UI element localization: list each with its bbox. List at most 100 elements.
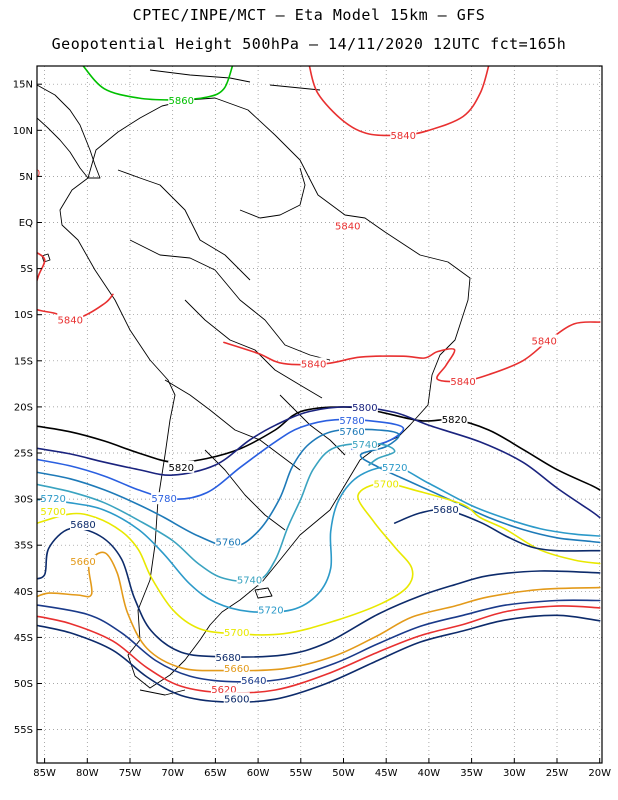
contour-label-bg <box>70 517 97 530</box>
contour-label-bg <box>441 412 468 425</box>
border-line <box>139 689 186 696</box>
plot-frame <box>36 65 603 764</box>
lat-tick-label: 20S <box>14 402 33 413</box>
contour-label-5840: 5840 <box>15 169 40 180</box>
lat-tick-label: EQ <box>19 218 33 229</box>
contour-label-5840: 5840 <box>450 377 475 388</box>
contour-label-bg <box>223 661 250 674</box>
border-line <box>117 169 251 281</box>
contour-5640 <box>37 599 601 683</box>
contour-label-bg <box>215 650 242 663</box>
border-line <box>129 239 331 361</box>
border-line <box>269 84 321 91</box>
contour-label-5600: 5600 <box>224 694 249 705</box>
contour-5620 <box>37 605 601 694</box>
lat-tick-label: 10N <box>13 126 33 137</box>
contour-label-bg <box>390 128 417 141</box>
contour-label-5640: 5640 <box>241 676 266 687</box>
contour-label-5660: 5660 <box>224 664 249 675</box>
lon-tick-label: 40W <box>418 768 441 779</box>
border-line <box>37 84 101 179</box>
contour-label-5840: 5840 <box>531 337 556 348</box>
contour-label-bg <box>236 573 263 586</box>
border-line <box>254 587 273 599</box>
contour-label-bg <box>223 625 250 638</box>
border-line <box>184 299 323 399</box>
lat-tick-label: 30S <box>14 495 33 506</box>
contour-label-5760: 5760 <box>339 427 364 438</box>
contour-label-5680: 5680 <box>70 520 95 531</box>
chart-title-line1: CPTEC/INPE/MCT – Eta Model 15km – GFS <box>132 6 486 24</box>
lat-tick-label: 5N <box>19 172 33 183</box>
contour-label-5840: 5840 <box>57 315 82 326</box>
contour-5720 <box>37 465 601 614</box>
contour-label-5660: 5660 <box>70 557 95 568</box>
contour-label-bg <box>168 93 195 106</box>
lat-lon-grid <box>37 66 602 763</box>
contour-label-bg <box>257 603 284 616</box>
contour-label-5740: 5740 <box>237 575 262 586</box>
contour-label-bg <box>215 535 242 548</box>
lat-tick-label: 45S <box>14 633 33 644</box>
contour-label-bg <box>240 673 267 686</box>
contour-5820 <box>37 406 601 491</box>
lon-tick-label: 55W <box>289 768 312 779</box>
contour-label-bg <box>351 400 378 413</box>
axis-ticks: 15N10N5NEQ5S10S15S20S25S30S35S40S45S50S5… <box>13 80 611 779</box>
lat-tick-label: 10S <box>14 310 33 321</box>
lon-tick-label: 75W <box>119 768 142 779</box>
contour-label-bg <box>37 166 41 179</box>
border-line <box>149 69 251 83</box>
contour-label-5840: 5840 <box>391 131 416 142</box>
lon-tick-label: 60W <box>247 768 270 779</box>
contour-label-5680: 5680 <box>433 505 458 516</box>
contour-label-bg <box>300 357 327 370</box>
contour-label-bg <box>334 219 361 232</box>
lon-tick-label: 70W <box>161 768 184 779</box>
contour-label-5680: 5680 <box>215 653 240 664</box>
contour-label-bg <box>40 505 67 518</box>
contour-label-5720: 5720 <box>40 494 65 505</box>
contour-5680 <box>393 508 601 552</box>
contour-label-5700: 5700 <box>373 479 398 490</box>
contour-label-bg <box>40 492 67 505</box>
lon-tick-label: 65W <box>204 768 227 779</box>
contour-label-bg <box>223 692 250 705</box>
contour-5740 <box>37 442 396 583</box>
lon-tick-label: 50W <box>332 768 355 779</box>
contour-5680 <box>37 527 601 658</box>
contour-label-bg <box>531 334 558 347</box>
contour-5600 <box>37 614 601 703</box>
contour-label-5800: 5800 <box>352 403 377 414</box>
lat-tick-label: 35S <box>14 541 33 552</box>
contour-label-5780: 5780 <box>339 416 364 427</box>
lon-tick-label: 30W <box>503 768 526 779</box>
contour-label-bg <box>450 375 477 388</box>
contour-label-5820: 5820 <box>169 463 194 474</box>
contour-label-bg <box>381 460 408 473</box>
contour-label-bg <box>210 683 237 696</box>
contour-label-5700: 5700 <box>224 628 249 639</box>
contour-label-bg <box>57 313 84 326</box>
lat-tick-label: 50S <box>14 679 33 690</box>
contour-label-5860: 5860 <box>169 96 194 107</box>
border-line <box>239 167 306 219</box>
contour-label-5840: 5840 <box>335 221 360 232</box>
contour-label-bg <box>373 477 400 490</box>
lat-tick-label: 40S <box>14 587 33 598</box>
contour-label-bg <box>339 413 366 426</box>
contour-label-5700: 5700 <box>40 507 65 518</box>
contour-5840 <box>37 251 114 319</box>
contour-label-bg <box>432 503 459 516</box>
contour-label-bg <box>351 437 378 450</box>
contour-5780 <box>37 418 405 500</box>
border-line <box>59 97 471 689</box>
contour-labels: 5860 5840 5840 5840 5840 5840 5840 5840 5820 5820… <box>15 93 558 705</box>
contour-label-bg <box>151 492 178 505</box>
contour-label-5760: 5760 <box>215 538 240 549</box>
chart-title-line2: Geopotential Height 500hPa – 14/11/2020 … <box>51 35 567 53</box>
lat-tick-label: 55S <box>14 725 33 736</box>
lat-tick-label: 25S <box>14 449 33 460</box>
lon-tick-label: 20W <box>588 768 611 779</box>
